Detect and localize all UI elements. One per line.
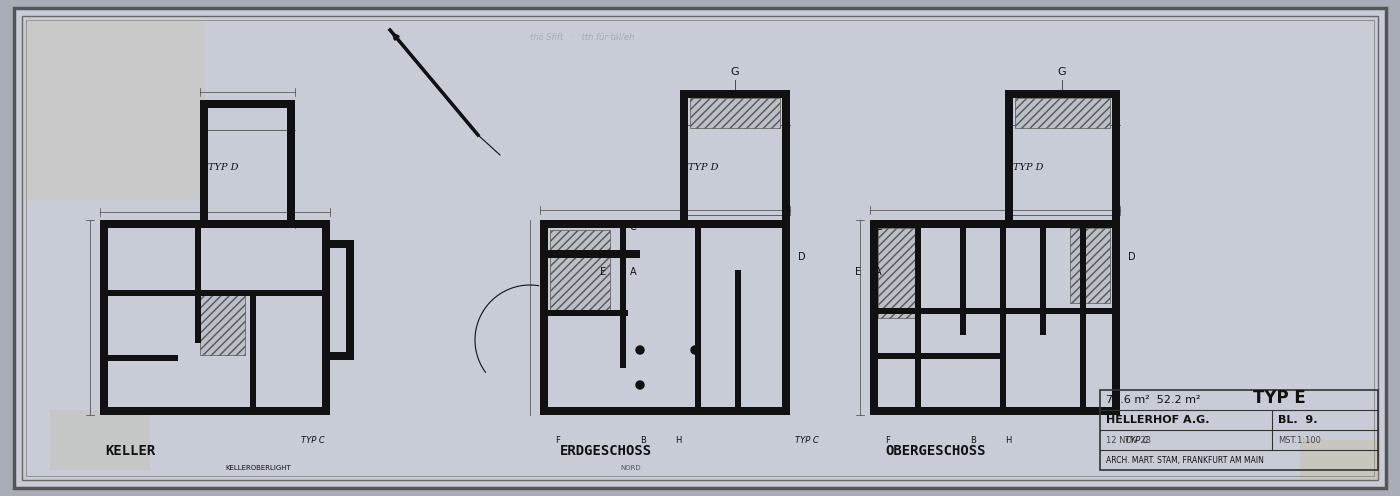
Bar [200,100,295,108]
Bar [1040,228,1046,335]
Text: KELLER: KELLER [105,444,155,458]
Text: NORD: NORD [620,465,641,471]
Bar [878,308,1112,314]
Bar [287,113,295,118]
Bar [1070,228,1110,303]
Text: ERDGESCHOSS: ERDGESCHOSS [560,444,652,458]
Text: TYP C: TYP C [301,436,325,445]
Bar [251,290,256,407]
Bar [690,98,780,128]
Text: TYP D: TYP D [209,163,238,172]
Bar [916,228,921,407]
Text: F: F [554,436,560,445]
Text: ARCH. MART. STAM, FRANKFURT AM MAIN: ARCH. MART. STAM, FRANKFURT AM MAIN [1106,456,1264,465]
Bar [540,250,547,415]
Text: TYP D: TYP D [1014,163,1043,172]
Text: G: G [731,67,739,77]
Bar [540,250,640,258]
Bar [287,121,295,126]
Bar [1112,212,1120,225]
Bar [540,407,790,415]
Text: KELLEROBERLIGHT: KELLEROBERLIGHT [225,465,291,471]
Bar [108,355,178,362]
Bar [287,100,295,225]
Text: TYP C: TYP C [1126,436,1149,445]
Text: 77.6 m²  52.2 m²: 77.6 m² 52.2 m² [1106,395,1201,405]
Text: E: E [601,267,606,277]
Text: MST.1:100: MST.1:100 [1278,436,1320,445]
Text: H: H [675,436,682,445]
Bar [540,220,547,250]
Bar [99,407,330,415]
Bar [550,230,610,310]
Text: H: H [1005,436,1011,445]
Bar [547,310,629,316]
Text: A: A [630,267,637,277]
Text: C: C [630,222,637,232]
Text: D: D [798,252,805,262]
Text: HELLERHOF A.G.: HELLERHOF A.G. [1106,415,1210,425]
Text: TYP E: TYP E [1253,389,1306,407]
Bar [200,100,209,225]
Bar [869,220,878,415]
Bar [1005,212,1014,225]
Text: C: C [875,222,882,232]
Bar [99,220,108,415]
Bar [680,90,790,98]
Text: B: B [970,436,976,445]
Bar [960,228,966,335]
Text: thö Sfift   ·   tth für täl/eh: thö Sfift · tth für täl/eh [531,33,634,42]
Bar [869,407,1120,415]
Bar [322,240,354,248]
Circle shape [636,346,644,354]
Bar [322,352,354,360]
Bar [287,105,295,110]
Bar [1005,90,1120,98]
Text: E: E [855,267,861,277]
Bar [783,220,790,415]
Text: TYP D: TYP D [687,163,718,172]
Bar [1301,440,1380,480]
Bar [540,407,640,415]
Bar [322,220,330,415]
Bar [1100,390,1378,470]
Text: 12 NOV 28: 12 NOV 28 [1106,436,1151,445]
Bar [783,90,790,225]
Bar [1112,220,1120,415]
Text: D: D [1128,252,1135,262]
Bar [1112,212,1120,225]
Bar [694,228,701,407]
Text: OBERGESCHOSS: OBERGESCHOSS [885,444,986,458]
Bar [1015,98,1110,128]
Circle shape [636,381,644,389]
Text: TYP C: TYP C [795,436,819,445]
Bar [735,270,742,407]
Text: B: B [640,436,645,445]
Bar [1000,228,1007,407]
Bar [680,90,687,225]
Bar [50,410,150,470]
Bar [1005,90,1014,225]
Bar [25,20,204,200]
Text: A: A [875,267,882,277]
Bar [878,228,918,318]
Bar [878,353,1002,359]
Bar [200,295,245,355]
Bar [1112,90,1120,225]
Bar [1005,212,1014,225]
Bar [346,240,354,360]
Bar [783,212,790,225]
Bar [99,220,330,228]
Bar [540,220,790,228]
Bar [620,228,626,368]
Text: BL.  9.: BL. 9. [1278,415,1317,425]
Bar [680,212,687,225]
Bar [869,220,1120,228]
Bar [1079,228,1086,407]
Text: G: G [1057,67,1067,77]
Bar [195,228,202,343]
Circle shape [692,346,699,354]
Bar [108,290,322,297]
Text: F: F [885,436,890,445]
